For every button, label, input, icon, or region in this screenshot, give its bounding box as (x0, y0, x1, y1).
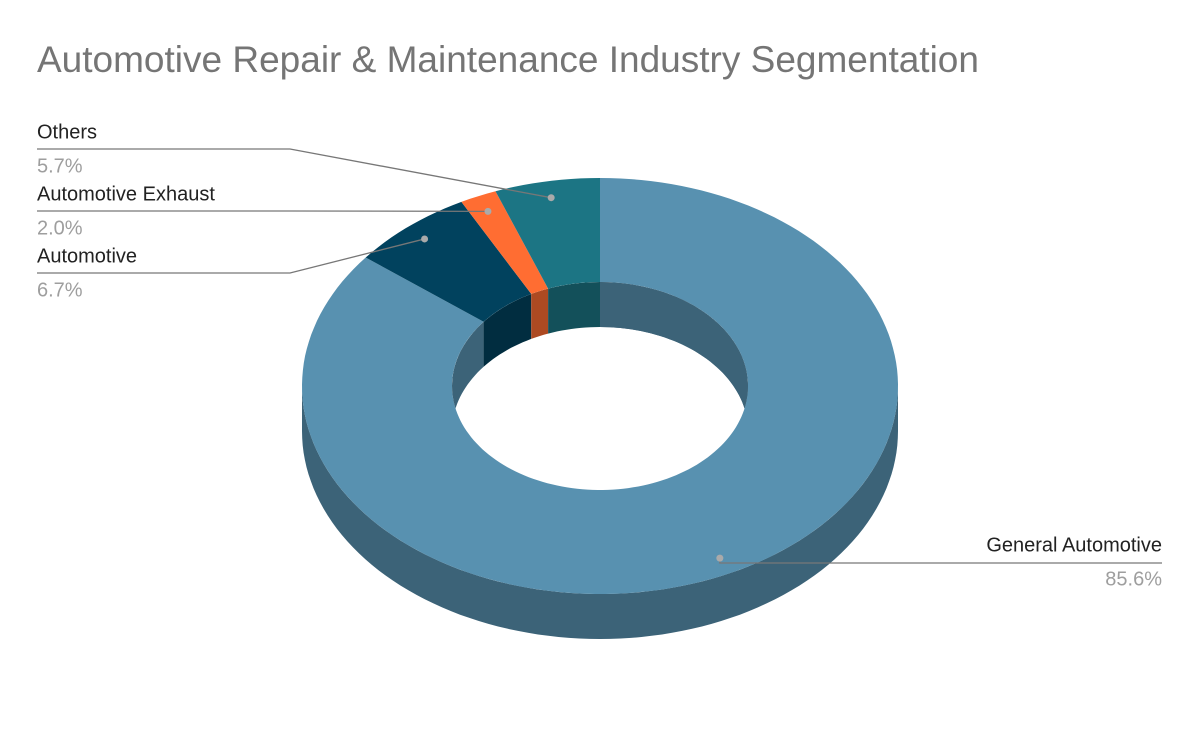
chart-title: Automotive Repair & Maintenance Industry… (37, 39, 979, 80)
leader-dot (716, 554, 724, 562)
slice-inner-side (600, 282, 748, 431)
leader-dot (484, 207, 492, 215)
slice (365, 201, 532, 322)
value-label: 5.7% (37, 155, 83, 177)
label: Others (37, 121, 97, 143)
label: Automotive (37, 245, 137, 267)
slice-inner-side (531, 288, 549, 339)
label: Automotive Exhaust (37, 183, 215, 205)
label: General Automotive (986, 534, 1162, 556)
value-label: 85.6% (1105, 568, 1162, 590)
leader-dot (421, 235, 429, 243)
leader-dot (547, 194, 555, 202)
slice (302, 178, 898, 594)
leader-line (37, 148, 552, 199)
outer-walls (302, 386, 898, 639)
slice-side (302, 386, 898, 639)
slice (495, 178, 600, 289)
slice-inner-side (452, 321, 484, 431)
value-label: 2.0% (37, 217, 83, 239)
slice-inner-side (548, 282, 600, 334)
inner-walls (452, 282, 748, 431)
slice-inner-side (483, 293, 532, 367)
slices (302, 178, 898, 594)
slice (461, 191, 549, 294)
value-label: 6.7% (37, 279, 83, 301)
leader-line (37, 238, 425, 274)
